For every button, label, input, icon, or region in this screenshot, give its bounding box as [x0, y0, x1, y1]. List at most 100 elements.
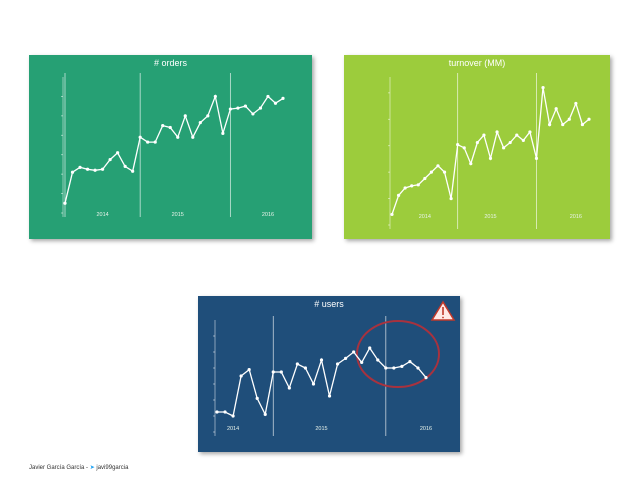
data-point [384, 366, 388, 370]
data-point [295, 362, 299, 366]
data-point [70, 170, 75, 174]
data-point [255, 396, 259, 400]
data-point [281, 96, 285, 100]
data-point [153, 140, 157, 144]
data-point [168, 125, 172, 130]
turnover-chart-title: turnover (MM) [448, 58, 506, 68]
data-point [271, 370, 275, 374]
data-point [403, 186, 407, 190]
data-point [63, 201, 67, 205]
data-point [258, 106, 263, 110]
data-point [508, 140, 512, 145]
twitter-bird-icon: ➤ [89, 465, 95, 471]
data-point [206, 114, 210, 118]
data-point [376, 358, 380, 362]
data-point [311, 382, 316, 386]
orders-chart-panel: 2014 2015 2016 # orders [29, 55, 312, 239]
users-chart: 2014 2015 2016 [198, 296, 460, 452]
data-point [548, 122, 552, 127]
data-point [482, 133, 486, 137]
data-point [327, 394, 332, 398]
data-point [352, 350, 356, 354]
data-point [108, 157, 112, 162]
data-point [416, 366, 420, 370]
data-point [541, 85, 545, 90]
data-point [228, 107, 232, 111]
data-point [85, 167, 90, 171]
year-label: 2015 [484, 214, 496, 220]
data-point [436, 164, 440, 168]
data-point [515, 133, 519, 137]
turnover-chart: 2014 2015 2016 [344, 55, 610, 239]
data-point [587, 117, 591, 121]
data-point [287, 386, 291, 390]
data-point [462, 146, 466, 150]
chart-background [198, 296, 460, 452]
data-point [495, 130, 499, 134]
data-point [319, 358, 324, 362]
users-chart-panel: 2014 2015 2016 # users [198, 296, 460, 452]
data-point [561, 122, 565, 127]
data-point [213, 94, 217, 99]
data-point [243, 104, 248, 108]
data-point [146, 140, 150, 144]
data-point [183, 114, 187, 118]
data-point [390, 212, 394, 217]
data-point [247, 368, 251, 372]
year-label: 2015 [315, 426, 327, 432]
year-label: 2015 [172, 212, 184, 218]
data-point [368, 346, 372, 350]
data-point [469, 162, 473, 166]
data-point [221, 131, 225, 135]
data-point [400, 364, 404, 368]
data-point [534, 156, 539, 160]
data-point [574, 101, 578, 106]
data-point [223, 410, 227, 414]
data-point [554, 107, 558, 111]
orders-chart: 2014 2015 2016 [29, 55, 312, 239]
data-point [198, 121, 202, 125]
data-point [488, 156, 493, 160]
footer-credit: Javier García García - ➤ javi99garcia [29, 464, 128, 471]
footer-author: Javier García García - [29, 465, 90, 471]
warning-triangle-icon [430, 300, 456, 321]
data-point [344, 356, 348, 360]
data-point [191, 135, 195, 139]
orders-chart-title: # orders [153, 58, 188, 68]
data-point [416, 183, 420, 187]
data-point [116, 151, 120, 155]
data-point [93, 168, 97, 172]
data-point [236, 106, 240, 110]
data-point [263, 412, 267, 416]
data-point [410, 184, 414, 188]
data-point [360, 360, 364, 364]
highlight-circle [356, 320, 440, 388]
data-point [239, 374, 243, 378]
data-point [335, 362, 340, 366]
data-point [424, 376, 428, 380]
data-point [78, 165, 82, 169]
data-point [502, 146, 506, 150]
data-point [521, 138, 525, 143]
data-point [423, 176, 427, 181]
data-point [176, 135, 180, 139]
data-point [567, 117, 571, 121]
data-point [429, 170, 433, 174]
data-point [442, 170, 447, 174]
data-point [303, 366, 308, 370]
year-label: 2016 [420, 426, 432, 432]
year-label: 2016 [262, 212, 274, 218]
turnover-chart-panel: 2014 2015 2016 turnover (MM) [344, 55, 610, 239]
data-point [266, 94, 270, 99]
data-point [279, 370, 283, 374]
chart-background [344, 55, 610, 239]
footer-handle[interactable]: javi99garcia [96, 465, 129, 471]
data-point [475, 140, 479, 145]
users-chart-title: # users [314, 299, 344, 309]
year-label: 2014 [227, 426, 239, 432]
data-point [138, 135, 142, 139]
data-point [231, 414, 235, 418]
year-label: 2016 [570, 214, 582, 220]
data-point [456, 143, 460, 147]
data-point [396, 193, 401, 197]
